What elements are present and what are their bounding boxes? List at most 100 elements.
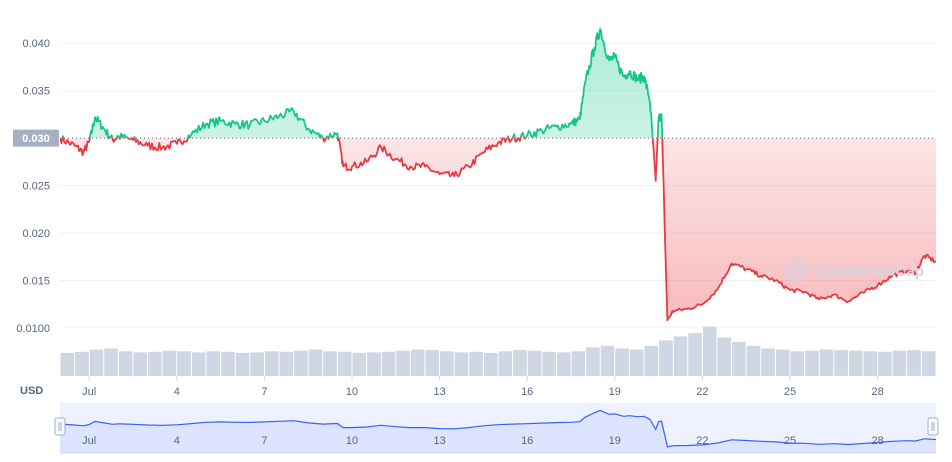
- volume-bar: [250, 352, 264, 376]
- volume-bar: [498, 351, 513, 377]
- volume-bars: [60, 326, 936, 377]
- volume-bar: [732, 341, 746, 376]
- volume-bar: [790, 351, 805, 377]
- volume-bar: [396, 350, 410, 376]
- x-tick-label: 7: [261, 386, 267, 398]
- volume-bar: [381, 351, 396, 376]
- volume-bar: [746, 345, 761, 377]
- volume-bar: [118, 351, 133, 377]
- x-tick-label: 28: [871, 386, 883, 398]
- coinmarketcap-logo-icon: [785, 258, 809, 282]
- volume-bar: [133, 352, 148, 376]
- volume-bar: [600, 345, 615, 377]
- volume-bar: [75, 351, 89, 376]
- volume-bar: [162, 350, 177, 376]
- x-tick-label: Jul: [82, 386, 96, 398]
- volume-bar: [644, 345, 659, 377]
- volume-bar: [805, 350, 819, 376]
- x-tick-label: 19: [609, 386, 621, 398]
- navigator-line: [59, 409, 937, 448]
- navigator-tick-label: 28: [871, 435, 883, 447]
- volume-bar: [483, 352, 498, 376]
- area-fill-below: [60, 138, 936, 321]
- volume-bar: [907, 350, 921, 376]
- volume-bar: [104, 348, 118, 376]
- navigator-tick-label: 13: [433, 435, 445, 447]
- volume-bar: [586, 347, 600, 376]
- volume-bar: [571, 351, 586, 377]
- volume-bar: [761, 348, 775, 376]
- volume-bar: [337, 351, 352, 376]
- x-tick-label: 22: [696, 386, 708, 398]
- reference-badge-box: [13, 129, 59, 147]
- volume-bar: [848, 350, 863, 376]
- navigator-tick-label: 16: [521, 435, 533, 447]
- volume-bar: [191, 352, 206, 376]
- volume-bar: [264, 351, 279, 377]
- x-tick-label: 16: [521, 386, 533, 398]
- volume-bar: [308, 349, 323, 376]
- volume-bar: [556, 352, 571, 376]
- volume-bar: [615, 348, 629, 376]
- volume-bar: [294, 350, 308, 376]
- navigator-tick-label: 7: [261, 435, 267, 447]
- volume-bar: [513, 350, 527, 376]
- volume-bar: [629, 349, 644, 376]
- volume-bar: [717, 337, 732, 376]
- volume-bar: [921, 351, 936, 377]
- volume-bar: [454, 352, 469, 376]
- volume-bar: [279, 351, 294, 376]
- volume-bar: [148, 351, 162, 376]
- navigator-tick-label: 4: [174, 435, 180, 447]
- navigator-area: [60, 410, 936, 453]
- volume-bar: [702, 326, 717, 376]
- navigator-tick-label: 22: [696, 435, 708, 447]
- volume-bar: [206, 351, 221, 377]
- watermark-text: CoinMarketCap: [814, 263, 924, 280]
- volume-bar: [352, 352, 367, 376]
- x-axis: Jul 4 7 10 13 16 19 22 25 28: [82, 376, 884, 398]
- x-tick-label: 13: [433, 386, 445, 398]
- y-tick-label: 0.0100: [16, 323, 50, 335]
- navigator-handle-left[interactable]: [54, 417, 66, 436]
- volume-bar: [834, 350, 848, 376]
- y-tick-label: 0.015: [22, 275, 50, 287]
- volume-bar: [542, 351, 556, 376]
- navigator-tick-label: 25: [784, 435, 796, 447]
- volume-bar: [221, 351, 235, 376]
- x-tick-label: 10: [346, 386, 358, 398]
- navigator-x-axis: Jul 4 7 10 13 16 19 22 25 28: [82, 435, 884, 447]
- volume-bar: [469, 351, 483, 376]
- navigator-tick-label: 10: [346, 435, 358, 447]
- volume-bar: [235, 352, 250, 376]
- navigator[interactable]: Jul 4 7 10 13 16 19 22 25 28: [54, 403, 939, 454]
- volume-bar: [775, 349, 790, 376]
- x-tick-label: 25: [784, 386, 796, 398]
- volume-bar: [527, 350, 542, 376]
- volume-bar: [60, 352, 75, 376]
- price-line-below: [60, 138, 936, 322]
- reference-badge-label: 0.030: [22, 133, 50, 145]
- volume-bar: [863, 351, 878, 377]
- x-tick-label: 4: [174, 386, 180, 398]
- navigator-tick-label: 19: [609, 435, 621, 447]
- volume-bar: [440, 351, 454, 377]
- navigator-handle-right[interactable]: [927, 417, 939, 436]
- volume-bar: [323, 351, 337, 377]
- price-line-above: [60, 28, 664, 139]
- navigator-tick-label: Jul: [82, 435, 96, 447]
- grid-lines: [60, 42, 936, 329]
- volume-bar: [673, 336, 688, 376]
- y-tick-label: 0.020: [22, 228, 50, 240]
- y-tick-label: 0.040: [22, 38, 50, 50]
- volume-bar: [892, 350, 907, 376]
- volume-bar: [177, 351, 191, 377]
- y-tick-label: 0.035: [22, 86, 50, 98]
- coinmarketcap-logo-wave-icon: [789, 265, 805, 276]
- volume-bar: [425, 350, 440, 376]
- volume-bar: [367, 352, 381, 376]
- volume-bar: [659, 340, 673, 377]
- y-axis: 0.040 0.035 0.025 0.020 0.015 0.0100: [16, 38, 50, 335]
- volume-bar: [688, 333, 702, 376]
